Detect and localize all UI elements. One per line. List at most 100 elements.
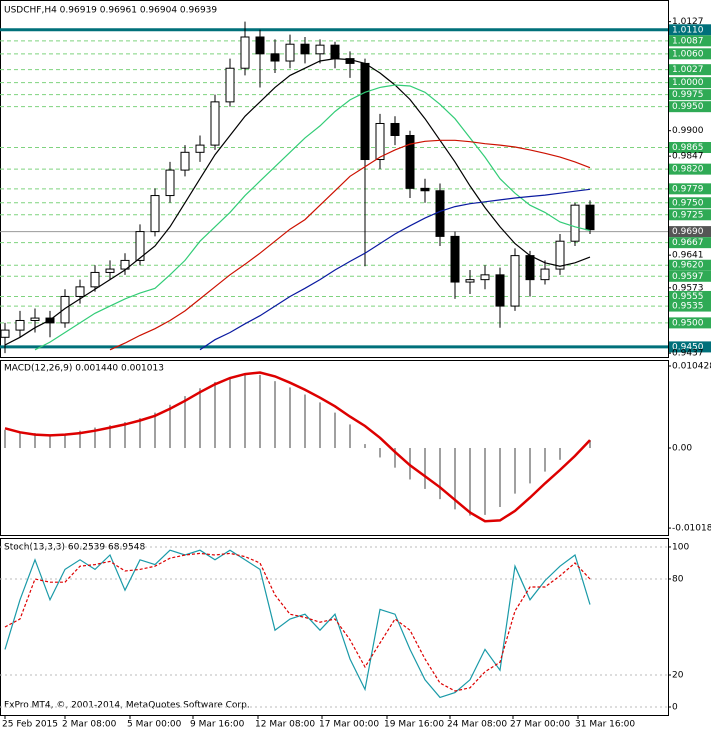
macd-bar [589,440,591,449]
indicator-line [4,549,591,699]
indicator-line [4,552,591,692]
candle-body [135,231,145,261]
y-tick-label: 0.9641 [672,251,704,261]
y-tick-label: 0.9597 [672,272,704,282]
candle-body [510,255,520,307]
y-tick-label: 0.9450 [672,342,704,352]
tick-label-box [669,163,711,175]
y-tick-label: 0.9667 [672,238,704,248]
footer: FxPro MT4, ©, 2001-2014, MetaQuotes Soft… [4,701,250,711]
macd-bar [484,448,486,515]
macd-bar [289,387,291,449]
candle-body [405,134,415,189]
candle-body [540,268,550,281]
macd-bar [349,424,351,449]
macd-bar [199,388,201,449]
y-tick-label: 0.9847 [672,152,704,162]
indicator-line [34,84,591,351]
y-tick-label: -0.01018 [672,524,711,534]
indicator-line [4,371,591,523]
candle-body [255,36,265,55]
x-tick-label: 27 Mar 00:00 [510,720,570,730]
y-tick-label: 0.9779 [672,184,704,194]
macd-bar [499,448,501,507]
tick-label-box [669,270,711,282]
macd-bar [229,377,231,449]
macd-bar [154,412,156,449]
y-tick-label: 80 [672,574,684,584]
tick-label-box [669,209,711,221]
macd-bar [184,396,186,449]
macd-bar [139,418,141,449]
macd-title: MACD(12,26,9) 0.001440 0.001013 [4,364,164,374]
macd-bar [319,402,321,449]
y-tick-label: 0.9690 [672,227,704,237]
macd-bar [124,422,126,449]
macd-bar [364,444,366,449]
candle-body [495,274,505,307]
tick-label-box [669,64,711,76]
candle-body [15,319,25,331]
candle-body [525,255,535,281]
candle-body [480,274,490,281]
candle-body [555,240,565,270]
candle-body [420,187,430,192]
y-tick-label: 0.00 [672,444,692,454]
candle-body [105,268,115,273]
tick-label-box [669,183,711,195]
y-tick-label: 1.0060 [672,49,704,59]
macd-bar [469,448,471,516]
tick-label-box [669,237,711,249]
macd-bar [559,448,561,460]
y-tick-label: 0.9750 [672,198,704,208]
candle-body [360,62,370,161]
candle-body [240,36,250,69]
y-tick-label: 0.9500 [672,318,704,328]
candle-body [0,329,10,338]
macd-bar [529,448,531,484]
macd-bar [259,374,261,449]
y-tick-label: 1.0110 [672,25,704,35]
tick-label-box [669,259,711,271]
macd-bar [64,433,66,449]
candle-body [90,271,100,288]
tick-label-box [669,77,711,89]
macd-bar [214,381,216,449]
y-tick-label: 0.9620 [672,261,704,271]
main-frame [0,0,669,358]
candle-body [450,235,460,283]
macd-bar [169,404,171,449]
indicator-line [199,188,591,351]
x-tick-label: 24 Mar 08:00 [447,720,507,730]
x-tick-label: 31 Mar 16:00 [575,720,635,730]
y-tick-label: 0.9573 [672,283,704,293]
candle-body [225,67,235,103]
macd-bar [94,427,96,449]
macd-bar [274,381,276,449]
y-tick-label: 0.9900 [672,126,704,136]
y-tick-label: 1.0127 [672,17,704,27]
macd-bar [49,434,51,449]
candle-body [465,279,475,283]
macd-bar [334,412,336,449]
x-tick-label: 19 Mar 16:00 [384,720,444,730]
y-tick-label: 1.0087 [672,36,704,46]
y-tick-label: 0 [672,702,678,712]
tick-label-box [669,197,711,209]
candle-body [270,53,280,62]
macd-bar [109,425,111,449]
y-tick-label: 0.9725 [672,210,704,220]
candle-body [195,144,205,153]
x-tick-label: 25 Feb 2015 [2,720,58,730]
tick-label-box [669,317,711,329]
macd-bar [544,448,546,472]
macd-bar [439,448,441,500]
y-tick-label: 0.9437 [672,349,704,359]
candle-body [285,43,295,62]
candle-body [330,44,340,60]
macd-bar [304,394,306,449]
candle-body [150,195,160,233]
tick-label-box [669,89,711,101]
